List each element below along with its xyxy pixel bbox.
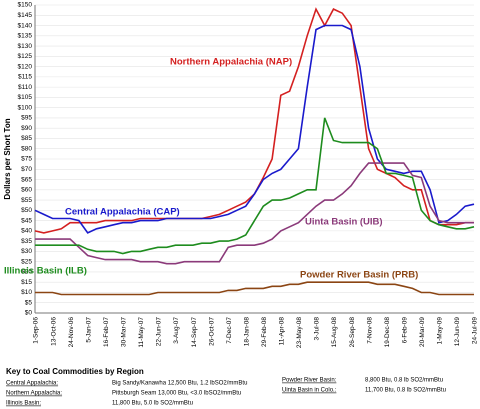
x-tick-label: 20-Mar-09 — [419, 317, 426, 347]
y-tick-label: $85 — [21, 135, 32, 142]
key-desc: 11,800 Btu, 5.0 lb SO2/mmBtu — [112, 401, 193, 407]
series-line — [35, 162, 474, 265]
x-tick-label: 11-Apr-08 — [279, 317, 286, 346]
x-tick-label: 29-Feb-08 — [261, 317, 268, 347]
x-tick-label: 1-May-09 — [437, 317, 444, 345]
x-tick-label: 18-Jan-08 — [243, 317, 250, 347]
x-tick-label: 13-Oct-06 — [50, 317, 57, 346]
series-line — [34, 24, 475, 234]
y-tick-label: $5 — [25, 299, 33, 306]
key-label: Uinta Basin in Colo.: — [282, 388, 337, 394]
y-tick-label: $15 — [21, 279, 32, 286]
series-line — [35, 281, 474, 296]
key-desc: 11,700 Btu, 0.8 lb SO2/mmBtu — [365, 388, 446, 394]
x-tick-label: 7-Dec-07 — [226, 317, 233, 344]
y-axis-label: Dollars per Short Ton — [3, 118, 12, 199]
y-tick-label: $130 — [18, 43, 33, 50]
y-tick-label: $110 — [18, 84, 32, 91]
x-tick-label: 1-Sep-06 — [33, 317, 40, 344]
y-tick-label: $30 — [21, 248, 32, 255]
y-tick-label: $20 — [21, 269, 32, 276]
key-desc: Pittsburgh Seam 13,000 Btu, <3.0 lbSO2/m… — [112, 391, 241, 397]
series-label: Central Appalachia (CAP) — [65, 207, 180, 218]
y-tick-label: $55 — [21, 197, 32, 204]
x-tick-label: 23-May-08 — [296, 317, 303, 348]
x-tick-label: 16-Feb-07 — [103, 317, 110, 347]
y-tick-label: $100 — [18, 104, 33, 111]
x-tick-label: 14-Sep-07 — [191, 317, 198, 348]
y-tick-label: $135 — [18, 33, 33, 40]
series-line — [35, 117, 475, 255]
key-desc: Big Sandy/Kanawha 12,500 Btu, 1.2 lbSO2/… — [112, 381, 247, 387]
key-title: Key to Coal Commodities by Region — [6, 367, 144, 376]
y-tick-label: $25 — [21, 258, 32, 265]
key-label: Illinois Basin: — [6, 401, 41, 407]
y-tick-label: $105 — [18, 94, 33, 101]
y-tick-label: $10 — [21, 289, 32, 296]
y-tick-label: $125 — [18, 53, 33, 60]
y-tick-label: $80 — [21, 145, 32, 152]
x-tick-label: 15-Aug-08 — [331, 317, 338, 348]
y-tick-label: $40 — [21, 228, 32, 235]
y-tick-label: $150 — [18, 2, 33, 9]
y-tick-label: $70 — [21, 166, 32, 173]
y-tick-label: $0 — [25, 310, 33, 317]
x-tick-label: 24-Nov-06 — [68, 317, 75, 348]
x-tick-label: 24-Jul-09 — [472, 317, 479, 344]
x-tick-label: 11-May-07 — [138, 317, 145, 348]
y-tick-label: $75 — [21, 156, 32, 163]
y-tick-label: $115 — [18, 74, 32, 81]
series-label: Powder River Basin (PRB) — [300, 270, 418, 281]
y-tick-label: $50 — [21, 207, 32, 214]
y-tick-label: $95 — [21, 115, 32, 122]
x-tick-label: 7-Nov-08 — [366, 317, 373, 344]
series-line — [34, 7, 474, 234]
y-tick-label: $120 — [18, 63, 33, 70]
x-tick-label: 26-Oct-07 — [208, 317, 215, 346]
key-label: Central Appalachia: — [6, 381, 58, 387]
x-tick-label: 22-Jun-07 — [156, 317, 163, 347]
key-label: Northern Appalachia: — [6, 391, 62, 397]
x-tick-label: 3-Aug-07 — [173, 317, 180, 344]
key-label: Powder River Basin: — [282, 378, 337, 384]
x-tick-label: 6-Feb-09 — [401, 317, 408, 344]
y-tick-label: $90 — [21, 125, 32, 132]
x-tick-label: 30-Mar-07 — [121, 317, 128, 347]
x-tick-label: 19-Dec-08 — [384, 317, 391, 348]
series-label: Northern Appalachia (NAP) — [170, 57, 292, 68]
y-tick-label: $140 — [18, 22, 33, 29]
y-tick-label: $45 — [21, 217, 32, 224]
x-tick-label: 5-Jan-07 — [85, 317, 92, 343]
x-tick-label: 12-Jun-09 — [454, 317, 461, 347]
x-tick-label: 26-Sep-08 — [349, 317, 356, 348]
y-tick-label: $65 — [21, 176, 32, 183]
series-label: Illinois Basin (ILB) — [4, 266, 87, 277]
y-tick-label: $35 — [21, 238, 32, 245]
key-desc: 8,800 Btu, 0.8 lb SO2/mmBtu — [365, 378, 443, 384]
y-tick-label: $145 — [18, 12, 33, 19]
series-label: Uinta Basin (UIB) — [305, 217, 383, 228]
y-tick-label: $60 — [21, 187, 32, 194]
x-tick-label: 3-Jul-08 — [314, 317, 321, 341]
